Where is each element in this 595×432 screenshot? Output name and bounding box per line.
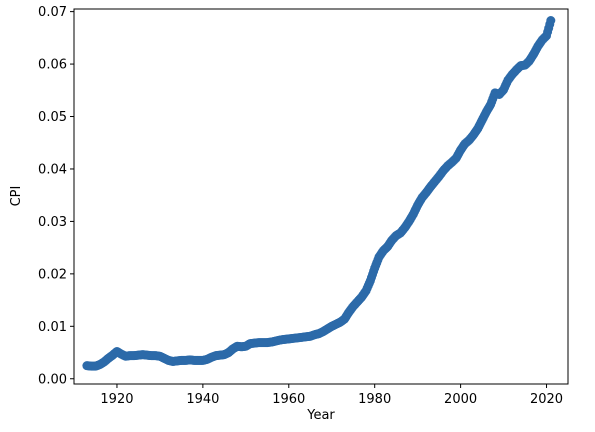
x-tick-label: 2020 [530,392,563,407]
scatter-point [546,16,556,26]
x-tick-label: 1980 [358,392,391,407]
y-tick-label: 0.06 [38,58,67,73]
x-axis-label: Year [306,408,335,423]
y-tick-label: 0.07 [38,5,67,20]
x-tick-label: 1960 [272,392,305,407]
y-tick-label: 0.00 [38,372,67,387]
y-tick-label: 0.01 [38,320,67,335]
plot-frame [73,8,569,385]
x-axis-ticks: 1920 1940 1960 1980 2000 2020 [100,384,563,407]
x-tick-label: 2000 [444,392,477,407]
y-axis-label: CPI [9,186,24,207]
x-tick-label: 1940 [186,392,219,407]
y-tick-label: 0.03 [38,215,67,230]
y-tick-label: 0.05 [38,110,67,125]
data-points [82,16,556,371]
y-tick-label: 0.04 [38,162,67,177]
y-tick-label: 0.02 [38,267,67,282]
y-axis-ticks: 0.00 0.01 0.02 0.03 0.04 0.05 0.06 0.07 [38,5,74,387]
x-tick-label: 1920 [100,392,133,407]
